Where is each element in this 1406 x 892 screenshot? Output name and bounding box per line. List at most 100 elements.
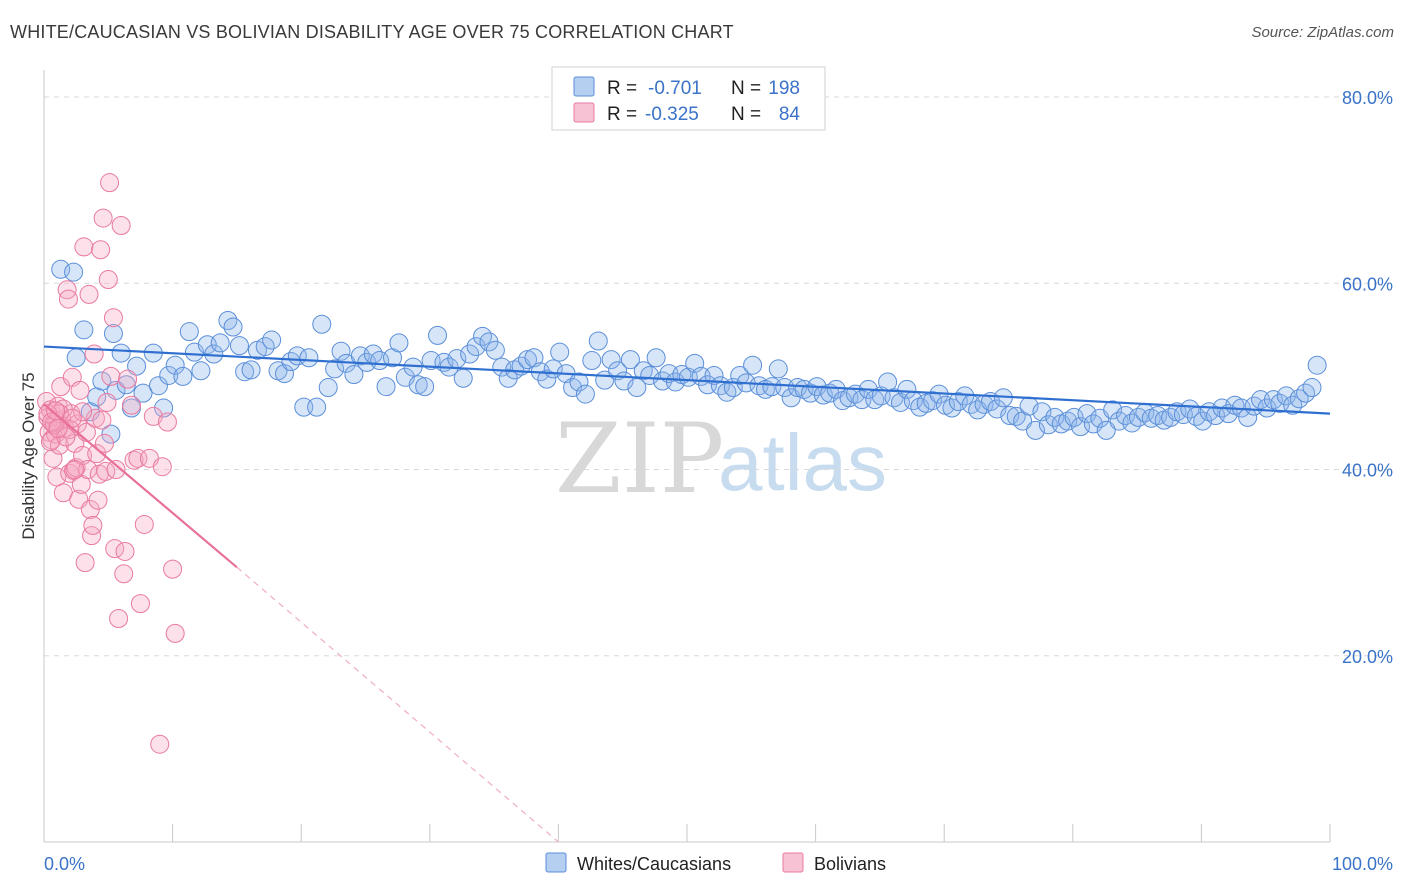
whites-point-1 <box>64 262 84 282</box>
legend-n-label-whites: N = <box>731 78 761 99</box>
whites-point-58 <box>415 377 435 397</box>
bolivians-point-66 <box>152 457 172 477</box>
bolivians-point-52 <box>106 460 126 479</box>
bolivians-point-60 <box>128 448 148 468</box>
whites-point-66 <box>466 337 486 357</box>
whites-point-7 <box>103 324 123 344</box>
bottom-legend: Whites/Caucasians Bolivians <box>545 852 886 874</box>
series-bolivians <box>37 173 185 754</box>
whites-point-149 <box>1000 405 1020 425</box>
whites-point-65 <box>460 344 480 364</box>
whites-point-60 <box>428 325 448 345</box>
bolivians-point-55 <box>114 564 134 584</box>
legend-r-value-whites: -0.701 <box>648 78 702 99</box>
legend-n-label-bolivians: N = <box>731 104 761 125</box>
whites-point-14 <box>133 383 153 403</box>
bolivians-point-76 <box>65 460 85 479</box>
whites-point-83 <box>575 384 595 404</box>
legend-box <box>551 66 826 131</box>
whites-point-26 <box>210 333 230 353</box>
whites-point-21 <box>179 322 199 342</box>
whites-point-10 <box>111 343 131 363</box>
bolivians-point-61 <box>130 594 150 614</box>
bolivians-point-36 <box>84 344 104 364</box>
bolivians-point-25 <box>70 380 90 400</box>
bolivians-point-54 <box>111 216 131 236</box>
whites-point-84 <box>582 351 602 371</box>
whites-point-36 <box>274 364 294 384</box>
whites-point-197 <box>1307 355 1327 375</box>
bolivians-point-44 <box>94 433 114 453</box>
bolivians-point-16 <box>58 289 78 309</box>
whites-point-93 <box>640 365 660 385</box>
bolivians-point-67 <box>157 412 177 432</box>
whites-point-87 <box>601 350 621 370</box>
series-whites-caucasians <box>51 259 1327 444</box>
whites-point-97 <box>665 372 685 392</box>
whites-point-107 <box>730 365 750 385</box>
y-tick-label-80: 80.0% <box>1342 88 1393 108</box>
y-tick-label-40: 40.0% <box>1342 461 1393 481</box>
whites-point-85 <box>588 331 608 351</box>
bolivians-point-62 <box>134 514 154 534</box>
bolivians-point-35 <box>83 515 103 535</box>
whites-point-177 <box>1180 399 1200 419</box>
whites-point-23 <box>191 361 211 381</box>
chart-title: WHITE/CAUCASIAN VS BOLIVIAN DISABILITY A… <box>10 22 734 42</box>
whites-point-179 <box>1193 411 1213 431</box>
legend-r-label-bolivians: R = <box>607 104 637 125</box>
bolivians-point-64 <box>143 406 163 426</box>
bottom-legend-swatch-whites <box>545 852 567 873</box>
bolivians-point-43 <box>93 208 113 228</box>
whites-point-43 <box>318 378 338 398</box>
legend-r-label-whites: R = <box>607 78 637 99</box>
whites-point-18 <box>159 365 179 385</box>
whites-point-120 <box>813 385 833 405</box>
bolivians-trendline <box>43 403 238 569</box>
whites-point-113 <box>768 359 788 379</box>
legend-n-value-bolivians: 84 <box>779 104 801 125</box>
y-tick-labels: 20.0% 40.0% 60.0% 80.0% <box>1342 88 1393 667</box>
whites-point-133 <box>897 379 917 399</box>
whites-point-2 <box>66 348 86 368</box>
bolivians-point-69 <box>165 623 185 643</box>
x-tick-label-min: 0.0% <box>44 854 85 874</box>
bolivians-point-83 <box>46 401 66 421</box>
bolivians-point-42 <box>92 410 112 430</box>
legend-swatch-bolivians <box>573 102 595 123</box>
bolivians-trendline-extension <box>236 566 559 843</box>
whites-point-82 <box>569 372 589 392</box>
bolivians-point-53 <box>109 609 129 628</box>
bolivians-point-74 <box>44 415 64 435</box>
whites-point-77 <box>537 369 557 389</box>
legend-r-value-bolivians: -0.325 <box>645 104 699 125</box>
bolivians-point-50 <box>103 308 123 328</box>
bolivians-point-29 <box>75 553 95 573</box>
whites-point-6 <box>92 371 112 391</box>
whites-point-44 <box>325 359 345 379</box>
bolivians-point-41 <box>91 240 111 260</box>
whites-point-54 <box>389 333 409 353</box>
whites-point-159 <box>1064 407 1084 427</box>
whites-point-165 <box>1103 400 1123 420</box>
whites-point-27 <box>218 311 238 330</box>
whites-point-90 <box>620 350 640 370</box>
bolivians-point-47 <box>98 270 118 290</box>
whites-point-40 <box>299 348 319 368</box>
whites-point-20 <box>173 366 193 386</box>
whites-point-130 <box>878 372 898 392</box>
whites-point-74 <box>518 350 538 370</box>
bolivians-point-65 <box>150 734 170 754</box>
whites-point-75 <box>524 348 544 368</box>
whites-point-47 <box>344 365 364 385</box>
bolivians-point-57 <box>118 369 138 389</box>
trendlines <box>43 345 1331 843</box>
bolivians-point-68 <box>163 559 183 579</box>
whites-point-196 <box>1302 378 1322 398</box>
bottom-legend-label-whites: Whites/Caucasians <box>577 854 731 874</box>
legend-swatch-whites <box>573 76 595 97</box>
bolivians-point-49 <box>101 366 121 386</box>
whites-point-79 <box>550 342 570 362</box>
bottom-legend-swatch-bolivians <box>782 852 804 873</box>
watermark-zip: ZIP <box>555 403 724 515</box>
